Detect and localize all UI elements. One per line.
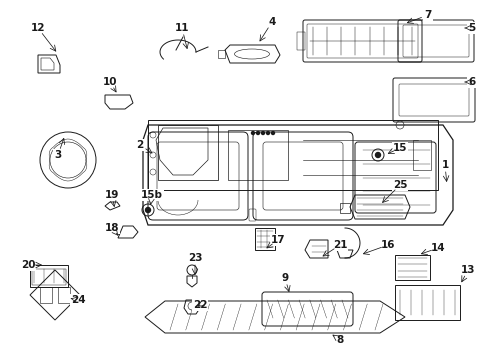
Text: 11: 11 [174, 23, 189, 33]
Text: 3: 3 [54, 150, 61, 160]
Text: 8: 8 [336, 335, 343, 345]
Text: 10: 10 [102, 77, 117, 87]
Text: 2: 2 [136, 140, 143, 150]
Circle shape [271, 131, 274, 135]
Text: 18: 18 [104, 223, 119, 233]
Circle shape [256, 131, 259, 135]
Text: 22: 22 [192, 300, 207, 310]
Text: 4: 4 [268, 17, 275, 27]
Bar [40, 287, 52, 303]
Text: 15: 15 [392, 143, 407, 153]
Text: 5: 5 [468, 23, 475, 33]
Text: 6: 6 [468, 77, 475, 87]
Text: 16: 16 [380, 240, 394, 250]
Circle shape [375, 153, 380, 157]
Bar [58, 287, 70, 303]
Circle shape [251, 131, 254, 135]
Circle shape [266, 131, 269, 135]
Text: 24: 24 [71, 295, 85, 305]
Text: 20: 20 [20, 260, 35, 270]
Bar [412, 140, 430, 170]
Circle shape [261, 131, 264, 135]
Text: 7: 7 [424, 10, 431, 20]
Text: 17: 17 [270, 235, 285, 245]
Text: 15b: 15b [141, 190, 163, 200]
Text: 23: 23 [187, 253, 202, 263]
Bar [32, 269, 66, 285]
Text: 14: 14 [430, 243, 445, 253]
Text: 13: 13 [460, 265, 474, 275]
Text: 19: 19 [104, 190, 119, 200]
Text: 12: 12 [31, 23, 45, 33]
Text: 21: 21 [332, 240, 346, 250]
Text: 25: 25 [392, 180, 407, 190]
Text: 9: 9 [281, 273, 288, 283]
Circle shape [145, 207, 150, 212]
Text: 1: 1 [441, 160, 447, 170]
